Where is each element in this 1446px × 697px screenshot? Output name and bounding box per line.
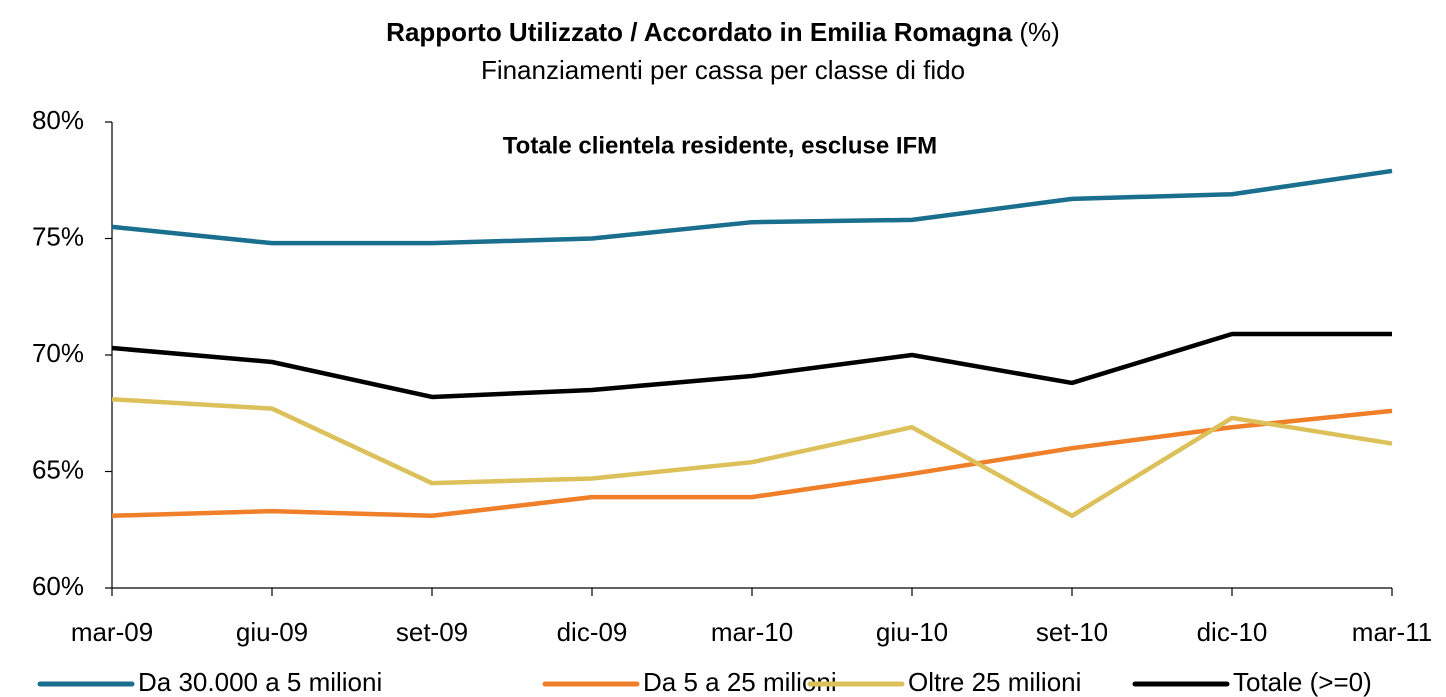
- legend-label: Da 30.000 a 5 milioni: [138, 667, 382, 697]
- legend-label: Da 5 a 25 milioni: [643, 667, 837, 697]
- y-tick-label: 75%: [32, 221, 84, 251]
- series-line: [111, 331, 1392, 400]
- x-tick-label: set-10: [1036, 617, 1108, 647]
- x-tick-label: giu-10: [876, 617, 948, 647]
- x-tick-label: dic-09: [557, 617, 628, 647]
- y-tick-label: 70%: [32, 338, 84, 368]
- y-tick-label: 65%: [32, 454, 84, 484]
- series-line: [111, 168, 1393, 246]
- chart-subtitle: Finanziamenti per cassa per classe di fi…: [481, 55, 965, 85]
- chart-title: Rapporto Utilizzato / Accordato in Emili…: [386, 17, 1060, 47]
- annotation: Totale clientela residente, escluse IFM: [503, 132, 937, 159]
- x-tick-label: mar-09: [71, 617, 153, 647]
- title-main: Rapporto Utilizzato / Accordato in Emili…: [386, 17, 1013, 47]
- y-tick-label: 60%: [32, 571, 84, 601]
- series-line: [111, 408, 1393, 519]
- series-line: [111, 397, 1393, 519]
- x-tick-label: giu-09: [236, 617, 308, 647]
- x-tick-label: dic-10: [1197, 617, 1268, 647]
- legend-label: Totale (>=0): [1233, 667, 1372, 697]
- x-tick-label: mar-11: [1352, 617, 1432, 647]
- y-tick-label: 80%: [32, 105, 84, 135]
- legend-label: Oltre 25 milioni: [908, 667, 1081, 697]
- x-tick-label: set-09: [396, 617, 468, 647]
- title-unit: (%): [1019, 17, 1059, 47]
- x-tick-label: mar-10: [711, 617, 793, 647]
